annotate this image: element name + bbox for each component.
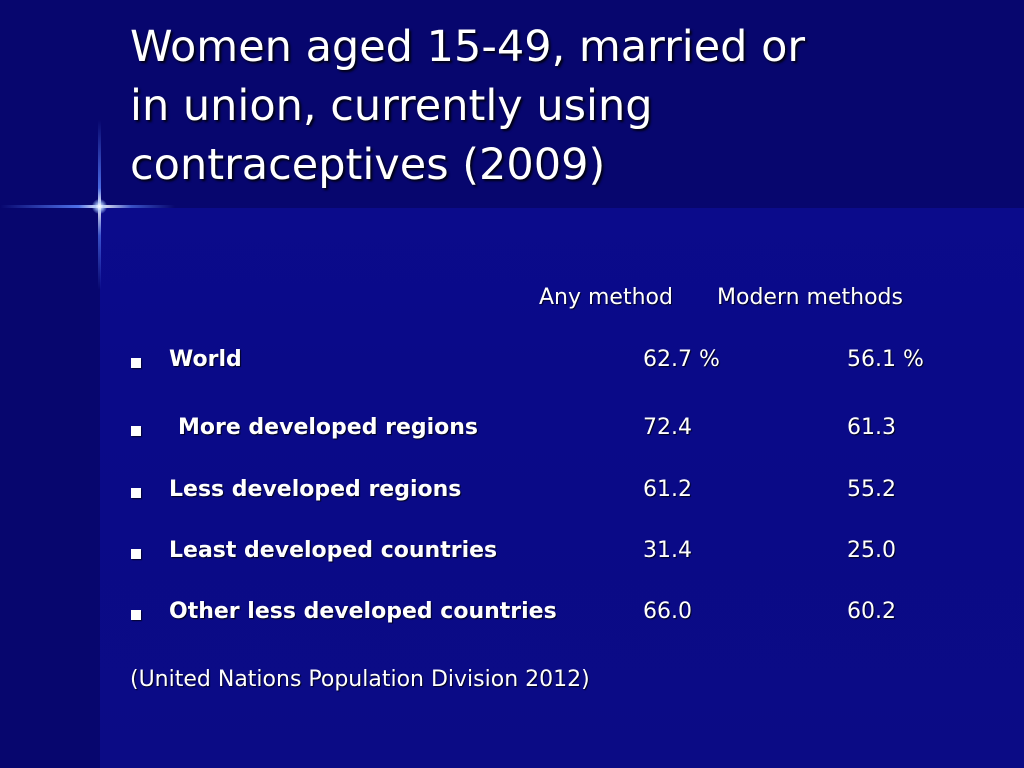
title-line-1: Women aged 15-49, married or — [130, 22, 806, 72]
column-header-any-method: Any method — [539, 285, 673, 310]
table-row-least-developed: Least developed countries 31.4 25.0 — [0, 538, 1024, 570]
table-row-world: World 62.7 % 56.1 % — [0, 347, 1024, 379]
row-label: More developed regions — [178, 415, 479, 440]
row-label: Least developed countries — [169, 538, 498, 563]
value-any-method: 72.4 — [643, 415, 692, 440]
square-bullet-icon — [131, 488, 141, 498]
row-label: World — [169, 347, 242, 372]
square-bullet-icon — [131, 426, 141, 436]
value-modern-methods: 56.1 % — [847, 347, 924, 372]
flare-core — [92, 199, 107, 214]
value-any-method: 62.7 % — [643, 347, 720, 372]
slide-title: Women aged 15-49, married or in union, c… — [130, 18, 990, 195]
value-any-method: 31.4 — [643, 538, 692, 563]
header-band — [0, 0, 1024, 208]
value-any-method: 61.2 — [643, 477, 692, 502]
table-row-less-developed: Less developed regions 61.2 55.2 — [0, 477, 1024, 509]
square-bullet-icon — [131, 610, 141, 620]
square-bullet-icon — [131, 549, 141, 559]
table-row-other-less-developed: Other less developed countries 66.0 60.2 — [0, 599, 1024, 631]
square-bullet-icon — [131, 358, 141, 368]
value-modern-methods: 60.2 — [847, 599, 896, 624]
value-modern-methods: 25.0 — [847, 538, 896, 563]
column-header-modern-methods: Modern methods — [717, 285, 903, 310]
row-label: Less developed regions — [169, 477, 462, 502]
table-row-more-developed: More developed regions 72.4 61.3 — [0, 415, 1024, 447]
value-any-method: 66.0 — [643, 599, 692, 624]
value-modern-methods: 55.2 — [847, 477, 896, 502]
row-label: Other less developed countries — [169, 599, 557, 624]
flare-horizontal — [0, 205, 175, 208]
title-line-3: contraceptives (2009) — [130, 140, 606, 190]
source-citation: (United Nations Population Division 2012… — [130, 667, 590, 692]
title-line-2: in union, currently using — [130, 81, 653, 131]
left-band — [0, 0, 100, 768]
value-modern-methods: 61.3 — [847, 415, 896, 440]
